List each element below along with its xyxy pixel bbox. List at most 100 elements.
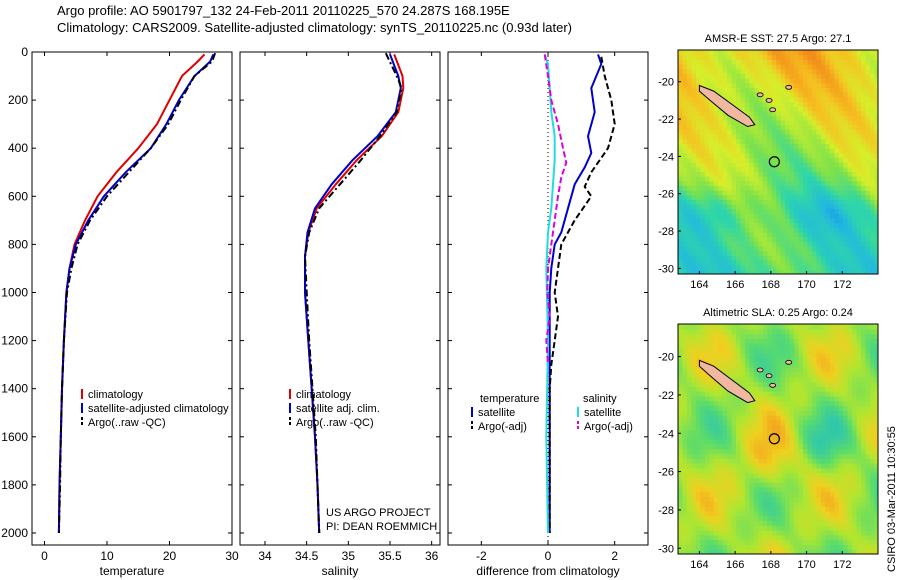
heatmap-cell bbox=[820, 269, 826, 274]
heatmap-cell bbox=[682, 458, 688, 464]
heatmap-cell bbox=[731, 138, 737, 144]
heatmap-cell bbox=[762, 496, 768, 502]
heatmap-cell bbox=[731, 190, 737, 196]
heatmap-cell bbox=[834, 78, 840, 84]
heatmap-cell bbox=[776, 92, 782, 98]
heatmap-cell bbox=[745, 434, 751, 440]
heatmap-cell bbox=[709, 534, 715, 541]
heatmap-cell bbox=[798, 269, 804, 274]
heatmap-cell bbox=[718, 520, 724, 526]
heatmap-cell bbox=[758, 208, 764, 214]
heatmap-cell bbox=[740, 410, 746, 416]
heatmap-cell bbox=[686, 82, 692, 88]
heatmap-cell bbox=[865, 429, 871, 435]
heatmap-cell bbox=[861, 50, 867, 56]
heatmap-cell bbox=[695, 54, 701, 60]
heatmap-cell bbox=[785, 106, 791, 112]
heatmap-cell bbox=[749, 50, 755, 56]
heatmap-cell bbox=[691, 467, 697, 474]
heatmap-cell bbox=[874, 539, 878, 545]
heatmap-cell bbox=[852, 129, 858, 135]
heatmap-cell bbox=[686, 520, 692, 526]
heatmap-cell bbox=[825, 148, 831, 154]
heatmap-cell bbox=[807, 162, 813, 168]
heatmap-cell bbox=[713, 59, 719, 65]
heatmap-cell bbox=[838, 391, 844, 397]
heatmap-cell bbox=[709, 333, 715, 339]
heatmap-cell bbox=[843, 467, 849, 474]
heatmap-cell bbox=[691, 496, 697, 502]
heatmap-cell bbox=[820, 232, 826, 238]
heatmap-cell bbox=[753, 255, 759, 261]
heatmap-cell bbox=[865, 343, 871, 349]
heatmap-cell bbox=[686, 232, 692, 238]
heatmap-cell bbox=[870, 530, 876, 536]
heatmap-cell bbox=[709, 343, 715, 349]
heatmap-cell bbox=[713, 534, 719, 541]
heatmap-cell bbox=[700, 143, 706, 149]
heatmap-cell bbox=[789, 405, 795, 411]
heatmap-cell bbox=[686, 120, 692, 126]
heatmap-cell bbox=[816, 110, 822, 116]
heatmap-cell bbox=[843, 348, 849, 354]
heatmap-cell bbox=[865, 162, 871, 168]
heatmap-cell bbox=[704, 482, 710, 488]
heatmap-cell bbox=[820, 443, 826, 450]
heatmap-cell bbox=[803, 453, 809, 459]
heatmap-cell bbox=[865, 515, 871, 522]
heatmap-cell bbox=[803, 264, 809, 270]
heatmap-cell bbox=[722, 152, 728, 158]
heatmap-cell bbox=[776, 54, 782, 60]
heatmap-cell bbox=[749, 324, 755, 330]
heatmap-cell bbox=[718, 419, 724, 426]
heatmap-cell bbox=[852, 467, 858, 474]
heatmap-cell bbox=[856, 68, 862, 74]
heatmap-cell bbox=[794, 386, 800, 392]
heatmap-cell bbox=[820, 367, 826, 373]
heatmap-cell bbox=[798, 185, 804, 191]
heatmap-cell bbox=[803, 194, 809, 200]
heatmap-cell bbox=[762, 250, 768, 256]
heatmap-cell bbox=[736, 241, 742, 247]
heatmap-cell bbox=[713, 515, 719, 522]
heatmap-cell bbox=[745, 269, 751, 274]
heatmap-cell bbox=[811, 124, 817, 130]
heatmap-cell bbox=[816, 448, 822, 454]
heatmap-cell bbox=[865, 539, 871, 545]
heatmap-cell bbox=[713, 78, 719, 84]
heatmap-cell bbox=[753, 333, 759, 339]
heatmap-cell bbox=[745, 530, 751, 536]
heatmap-cell bbox=[870, 491, 876, 498]
heatmap-cell bbox=[825, 419, 831, 426]
heatmap-cell bbox=[700, 400, 706, 407]
heatmap-cell bbox=[682, 190, 688, 196]
heatmap-cell bbox=[776, 453, 782, 459]
heatmap-cell bbox=[691, 506, 697, 512]
heatmap-cell bbox=[843, 82, 849, 88]
heatmap-cell bbox=[736, 328, 742, 335]
heatmap-cell bbox=[709, 157, 715, 163]
heatmap-cell bbox=[843, 448, 849, 454]
heatmap-cell bbox=[789, 482, 795, 488]
heatmap-cell bbox=[829, 544, 835, 550]
heatmap-cell bbox=[798, 443, 804, 450]
heatmap-cell bbox=[798, 429, 804, 435]
heatmap-cell bbox=[749, 472, 755, 478]
heatmap-cell bbox=[789, 148, 795, 154]
heatmap-cell bbox=[718, 190, 724, 196]
heatmap-cell bbox=[718, 246, 724, 252]
heatmap-cell bbox=[695, 64, 701, 70]
heatmap-cell bbox=[776, 496, 782, 502]
heatmap-cell bbox=[794, 204, 800, 210]
heatmap-cell bbox=[718, 255, 724, 261]
heatmap-cell bbox=[861, 264, 867, 270]
heatmap-cell bbox=[771, 101, 777, 107]
heatmap-cell bbox=[847, 157, 853, 163]
heatmap-cell bbox=[803, 96, 809, 102]
heatmap-cell bbox=[785, 453, 791, 459]
heatmap-cell bbox=[776, 185, 782, 191]
heatmap-cell bbox=[780, 199, 786, 205]
heatmap-cell bbox=[870, 395, 876, 402]
heatmap-cell bbox=[713, 467, 719, 474]
heatmap-cell bbox=[771, 64, 777, 70]
